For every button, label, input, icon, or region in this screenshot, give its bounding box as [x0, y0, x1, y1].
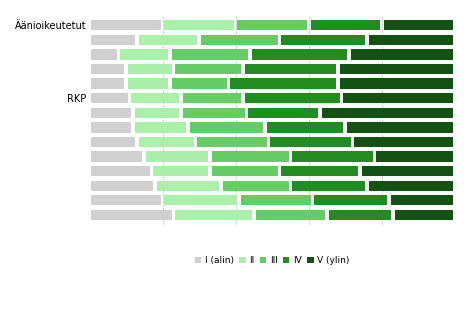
Bar [91, 64, 124, 74]
Bar [183, 108, 245, 118]
Bar [223, 181, 289, 191]
Bar [252, 49, 347, 60]
Bar [344, 93, 453, 103]
Bar [256, 210, 325, 220]
Bar [91, 181, 153, 191]
Bar [164, 20, 234, 30]
Bar [91, 78, 124, 89]
Bar [175, 64, 241, 74]
Bar [91, 166, 150, 176]
Bar [245, 64, 336, 74]
Bar [128, 78, 168, 89]
Bar [270, 137, 351, 147]
Bar [340, 78, 453, 89]
Bar [91, 151, 142, 162]
Bar [139, 35, 197, 45]
Bar [201, 35, 278, 45]
Bar [311, 20, 380, 30]
Bar [212, 151, 289, 162]
Bar [172, 49, 249, 60]
Bar [91, 210, 172, 220]
Bar [384, 20, 453, 30]
Legend: I (alin), II, III, IV, V (ylin): I (alin), II, III, IV, V (ylin) [193, 254, 351, 267]
Bar [175, 210, 252, 220]
Bar [190, 122, 263, 133]
Bar [91, 195, 161, 205]
Bar [91, 20, 161, 30]
Bar [314, 195, 387, 205]
Bar [146, 151, 208, 162]
Bar [321, 108, 453, 118]
Bar [230, 78, 336, 89]
Bar [369, 181, 453, 191]
Bar [172, 78, 227, 89]
Bar [91, 35, 135, 45]
Bar [351, 49, 453, 60]
Bar [212, 166, 278, 176]
Bar [91, 93, 128, 103]
Bar [347, 122, 453, 133]
Bar [128, 64, 172, 74]
Bar [91, 122, 132, 133]
Bar [292, 151, 373, 162]
Bar [340, 64, 453, 74]
Bar [91, 49, 117, 60]
Bar [132, 93, 179, 103]
Bar [135, 122, 186, 133]
Bar [376, 151, 453, 162]
Bar [266, 122, 344, 133]
Bar [362, 166, 453, 176]
Bar [91, 108, 132, 118]
Bar [237, 20, 307, 30]
Bar [157, 181, 219, 191]
Bar [282, 35, 366, 45]
Bar [245, 93, 340, 103]
Bar [282, 166, 358, 176]
Bar [164, 195, 237, 205]
Bar [391, 195, 453, 205]
Bar [369, 35, 453, 45]
Bar [135, 108, 179, 118]
Bar [183, 93, 241, 103]
Bar [197, 137, 266, 147]
Bar [249, 108, 318, 118]
Bar [241, 195, 311, 205]
Bar [91, 137, 135, 147]
Bar [120, 49, 168, 60]
Bar [153, 166, 208, 176]
Bar [329, 210, 391, 220]
Bar [292, 181, 366, 191]
Bar [354, 137, 453, 147]
Bar [395, 210, 453, 220]
Bar [139, 137, 194, 147]
